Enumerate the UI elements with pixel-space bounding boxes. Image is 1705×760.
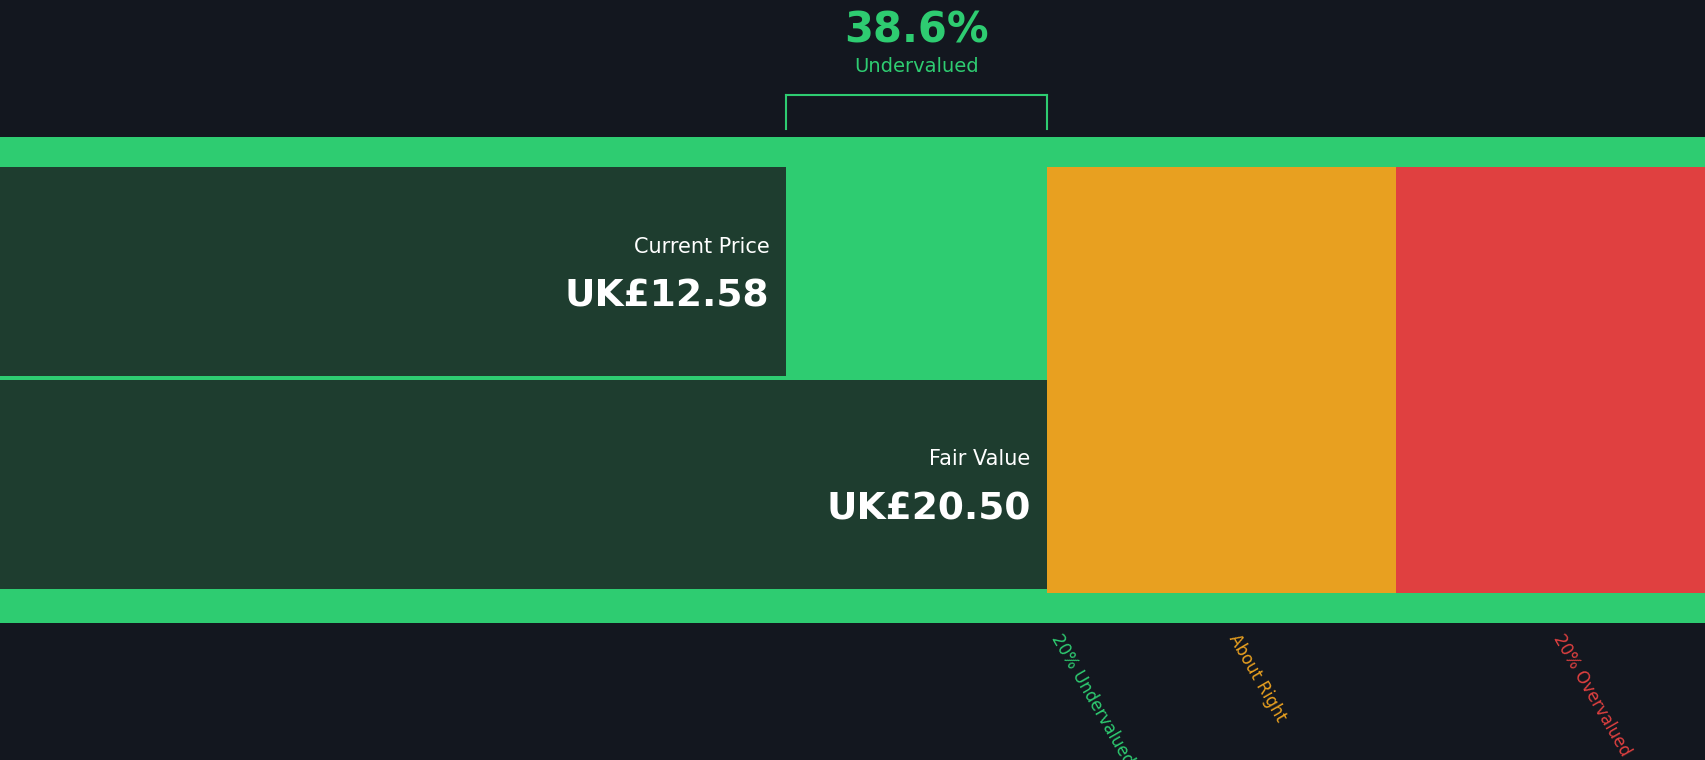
Bar <box>0 137 1705 167</box>
Text: 38.6%: 38.6% <box>844 9 989 52</box>
Bar <box>0 593 1705 623</box>
Text: 20% Undervalued: 20% Undervalued <box>1047 631 1137 760</box>
Text: Fair Value: Fair Value <box>929 449 1030 470</box>
Text: Undervalued: Undervalued <box>854 57 979 76</box>
Bar <box>0 167 786 376</box>
Text: UK£20.50: UK£20.50 <box>825 492 1030 527</box>
Text: About Right: About Right <box>1224 631 1289 725</box>
Bar <box>0 167 1047 593</box>
Bar <box>1395 167 1705 593</box>
Bar <box>1047 167 1395 593</box>
Text: Current Price: Current Price <box>633 236 769 257</box>
Text: UK£12.58: UK£12.58 <box>564 279 769 315</box>
Bar <box>0 380 1047 589</box>
Text: 20% Overvalued: 20% Overvalued <box>1548 631 1633 759</box>
